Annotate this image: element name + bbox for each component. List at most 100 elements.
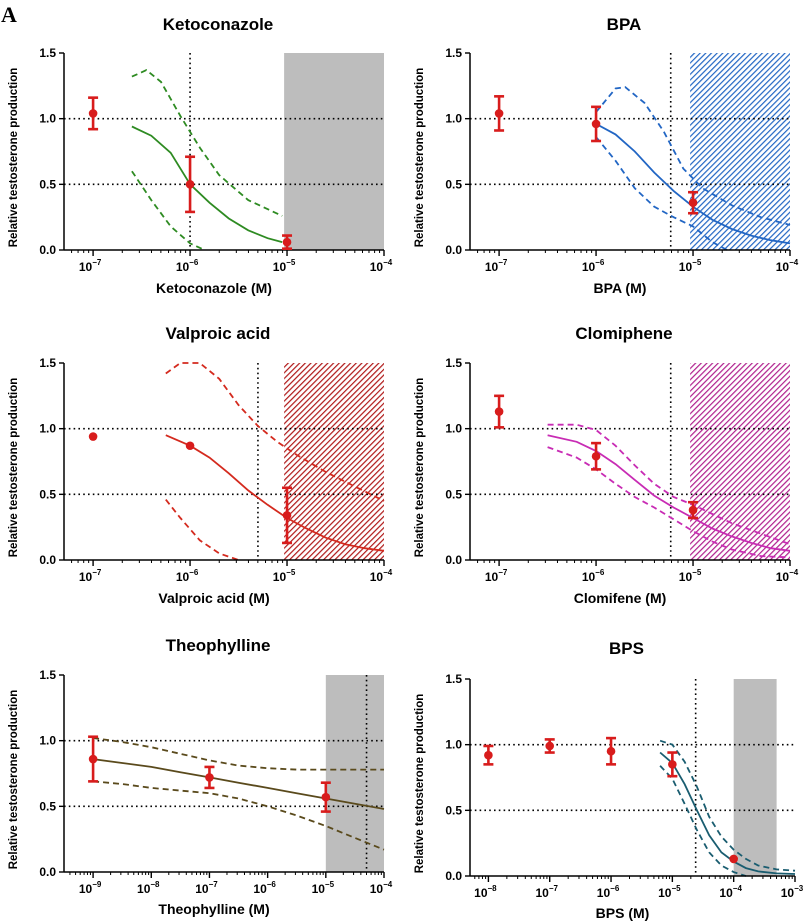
x-tick-label: 10−4 — [370, 568, 393, 584]
data-point — [484, 750, 493, 760]
confidence-band-lower — [547, 446, 791, 559]
x-tick-label: 10−4 — [370, 258, 393, 274]
x-tick-exponent: −4 — [383, 258, 393, 267]
y-tick-label: 0.5 — [445, 803, 462, 817]
y-tick-label: 0.0 — [445, 243, 462, 257]
panel-letter: A — [1, 2, 17, 27]
y-axis-label: Relative testosterone production — [8, 68, 20, 248]
x-tick-label: 10−5 — [658, 884, 681, 900]
chart-title: Valproic acid — [166, 324, 271, 343]
confidence-band-upper — [595, 86, 791, 226]
x-tick-label: 10−7 — [79, 568, 102, 584]
y-tick-label: 0.5 — [445, 177, 462, 191]
data-point — [494, 109, 504, 118]
data-point — [591, 119, 601, 129]
data-point — [321, 792, 331, 802]
y-axis-label: Relative testosterone production — [414, 694, 426, 874]
y-tick-label: 1.0 — [39, 734, 56, 748]
x-tick-exponent: −4 — [383, 880, 393, 889]
confidence-band-lower — [165, 499, 239, 561]
fitted-curve — [92, 758, 385, 810]
y-tick-label: 0.5 — [445, 487, 462, 501]
y-axis-label: Relative testosterone production — [8, 690, 20, 870]
y-tick-label: 0.5 — [39, 487, 56, 501]
y-tick-label: 0.0 — [39, 865, 56, 879]
y-tick-label: 1.0 — [39, 112, 56, 126]
confidence-band-upper — [92, 737, 384, 771]
x-tick-exponent: −5 — [692, 568, 702, 577]
y-tick-label: 1.5 — [445, 356, 462, 370]
x-tick-label: 10−7 — [535, 884, 558, 900]
chart-title: Ketoconazole — [163, 15, 274, 34]
y-tick-label: 0.0 — [39, 553, 56, 567]
shaded-region — [284, 53, 384, 250]
confidence-band-upper — [547, 423, 791, 546]
x-tick-exponent: −3 — [794, 884, 804, 893]
x-tick-label: 10−5 — [312, 880, 335, 896]
data-point — [88, 432, 98, 441]
x-tick-exponent: −6 — [189, 568, 199, 577]
x-tick-exponent: −7 — [92, 258, 102, 267]
chart-panel-5: 0.0 0.5 1.0 1.5 10−9 10−8 10−7 10−6 10−5 10−4 Theo… — [8, 636, 393, 917]
fitted-curve — [165, 434, 385, 552]
y-tick-label: 1.0 — [445, 738, 462, 752]
x-axis-label: BPA (M) — [594, 280, 647, 296]
confidence-band-upper — [131, 69, 283, 217]
x-tick-label: 10−5 — [679, 258, 702, 274]
chart-title: BPA — [607, 15, 642, 34]
x-tick-exponent: −6 — [595, 568, 605, 577]
x-tick-label: 10−5 — [273, 258, 296, 274]
y-tick-label: 0.0 — [445, 553, 462, 567]
x-tick-label: 10−8 — [474, 884, 497, 900]
x-tick-label: 10−4 — [776, 258, 799, 274]
chart-panel-6: 0.0 0.5 1.0 1.5 10−8 10−7 10−6 10−5 10−4 10−3 BPS B… — [414, 639, 804, 921]
data-point — [88, 754, 98, 764]
x-tick-label: 10−7 — [485, 568, 508, 584]
confidence-band-lower — [595, 136, 728, 251]
x-axis-label: Clomifene (M) — [574, 590, 667, 606]
data-point — [282, 237, 292, 247]
data-point — [688, 505, 698, 515]
x-tick-exponent: −7 — [209, 880, 219, 889]
x-tick-label: 10−3 — [781, 884, 804, 900]
y-axis-label: Relative testosterone production — [8, 378, 20, 558]
fitted-curve — [131, 125, 283, 243]
x-tick-exponent: −8 — [488, 884, 498, 893]
shaded-region — [733, 679, 777, 876]
shaded-region — [284, 363, 384, 560]
x-tick-exponent: −7 — [498, 568, 508, 577]
x-axis-label: Valproic acid (M) — [158, 590, 269, 606]
x-tick-exponent: −4 — [789, 568, 799, 577]
x-tick-exponent: −4 — [733, 884, 743, 893]
x-tick-label: 10−4 — [719, 884, 742, 900]
y-tick-label: 0.0 — [445, 869, 462, 883]
x-tick-exponent: −6 — [267, 880, 277, 889]
x-tick-label: 10−7 — [485, 258, 508, 274]
x-tick-label: 10−6 — [582, 258, 605, 274]
x-tick-exponent: −5 — [286, 258, 296, 267]
y-axis-label: Relative testosterone production — [414, 68, 426, 248]
chart-panel-4: 0.0 0.5 1.0 1.5 10−7 10−6 10−5 10−4 Clomiphene Cl… — [414, 324, 799, 606]
chart-panel-3: 0.0 0.5 1.0 1.5 10−7 10−6 10−5 10−4 Valproic aci… — [8, 324, 393, 606]
x-tick-exponent: −9 — [92, 880, 102, 889]
x-tick-exponent: −6 — [189, 258, 199, 267]
shaded-region — [690, 363, 790, 560]
data-point — [185, 441, 195, 451]
data-point — [205, 773, 214, 782]
x-tick-exponent: −4 — [789, 258, 799, 267]
y-tick-label: 1.5 — [39, 356, 56, 370]
chart-title: Theophylline — [166, 636, 271, 655]
x-tick-exponent: −5 — [286, 568, 296, 577]
x-tick-exponent: −7 — [549, 884, 559, 893]
confidence-band-lower — [659, 765, 747, 877]
fitted-curve — [659, 751, 796, 875]
y-tick-label: 0.5 — [39, 177, 56, 191]
x-tick-exponent: −6 — [595, 258, 605, 267]
x-tick-label: 10−5 — [679, 568, 702, 584]
x-tick-exponent: −5 — [325, 880, 335, 889]
y-tick-label: 1.5 — [39, 668, 56, 682]
y-tick-label: 1.5 — [445, 46, 462, 60]
x-tick-label: 10−7 — [195, 880, 218, 896]
data-point — [606, 746, 616, 756]
